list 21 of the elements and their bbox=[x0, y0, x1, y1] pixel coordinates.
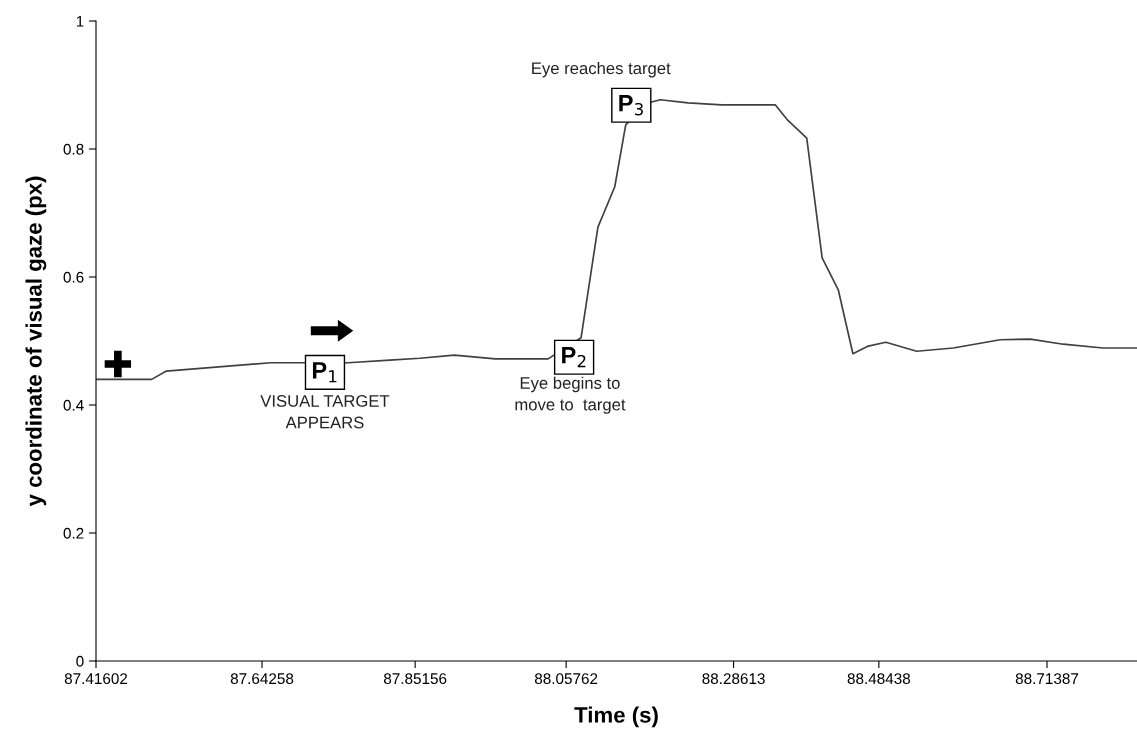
x-tick-label: 87.85156 bbox=[383, 673, 447, 685]
annotation: Eye reaches target bbox=[532, 61, 671, 78]
y-tick-label: 0.8 bbox=[63, 143, 84, 155]
annotation: VISUAL TARGET APPEARS bbox=[260, 395, 390, 429]
x-tick-label: 88.48438 bbox=[847, 673, 911, 685]
y-tick-label: 0.4 bbox=[63, 399, 84, 411]
annotation: P$_{1}$ bbox=[312, 362, 337, 383]
x-axis-title: Time (s) bbox=[574, 706, 658, 728]
y-tick-label: 0.2 bbox=[63, 527, 84, 539]
annotation: Eye begins to move to target bbox=[515, 376, 626, 414]
x-tick-label: 88.05762 bbox=[534, 673, 598, 685]
y-tick-label: 0.6 bbox=[63, 271, 84, 283]
x-tick-label: 87.41602 bbox=[64, 673, 128, 685]
x-tick-label: 88.28613 bbox=[702, 673, 765, 685]
y-tick-label: 1 bbox=[76, 16, 84, 27]
x-tick-label: 87.64258 bbox=[230, 673, 294, 685]
x-tick-label: 88.71387 bbox=[1015, 673, 1079, 685]
annotation: P$_{2}$ bbox=[562, 347, 586, 368]
annotation: P$_{3}$ bbox=[619, 95, 643, 116]
y-tick-label: 0 bbox=[76, 655, 84, 667]
y-axis-title: y coordinate of visual gaze (px) bbox=[25, 176, 47, 507]
